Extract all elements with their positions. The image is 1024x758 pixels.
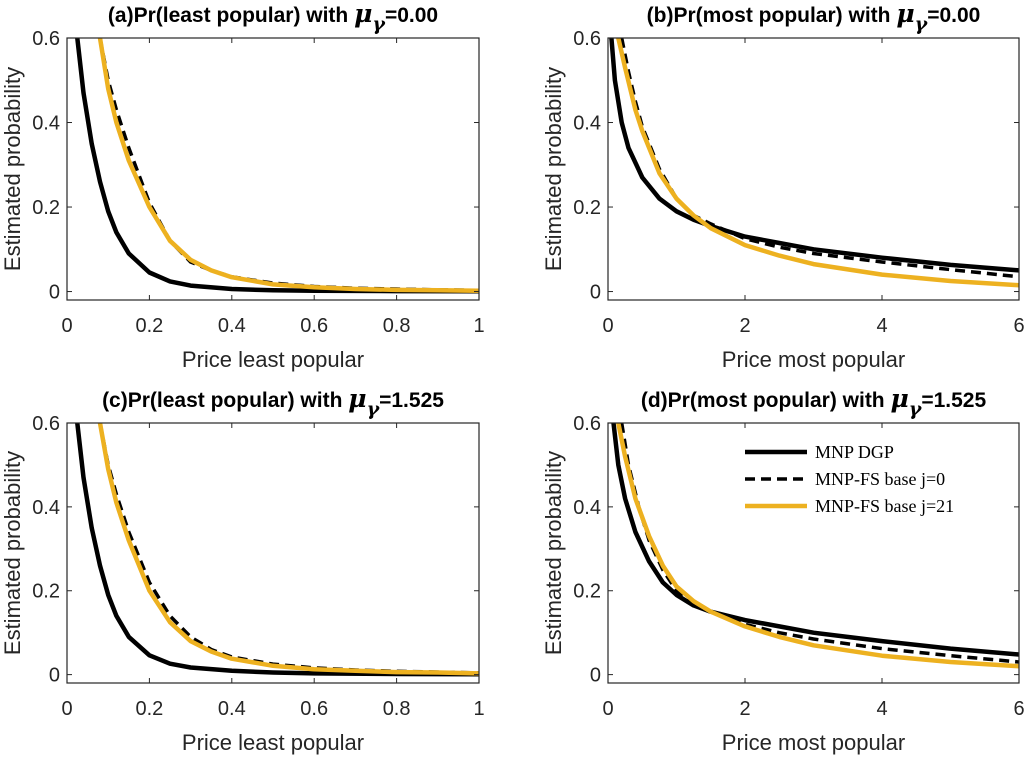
x-tick-label: 4 xyxy=(876,698,887,720)
legend-label-3: MNP-FS base j=21 xyxy=(815,496,954,516)
y-tick-label: 0.6 xyxy=(32,28,60,50)
x-tick-label: 6 xyxy=(1013,698,1024,720)
x-tick-label: 0.8 xyxy=(383,698,411,720)
axes-box xyxy=(66,37,480,301)
axes-box xyxy=(607,37,1020,301)
y-tick-label: 0.2 xyxy=(32,581,60,603)
x-tick-label: 1 xyxy=(473,698,484,720)
panel-2: 0 2 4 6 0 0.2 0.4 0.6 Price most popular Estimate… xyxy=(541,0,1024,372)
series-line-2 xyxy=(98,423,479,675)
x-axis-label: Price least popular xyxy=(182,730,364,755)
series-line-3 xyxy=(616,423,1019,669)
y-tick-label: 0.4 xyxy=(32,113,60,135)
y-tick-label: 0.6 xyxy=(573,413,601,435)
x-tick-label: 0.4 xyxy=(218,315,246,337)
x-tick-label: 6 xyxy=(1013,315,1024,337)
y-tick-label: 0.2 xyxy=(573,581,601,603)
x-tick-label: 0.4 xyxy=(218,698,246,720)
plot-area xyxy=(611,423,1019,669)
x-tick-label: 0.2 xyxy=(135,698,163,720)
x-tick-label: 1 xyxy=(473,315,484,337)
series-line-2 xyxy=(619,38,1019,279)
panel-title: (b)Pr(most popular) with μγ=0.00 xyxy=(647,0,981,35)
x-tick-label: 0 xyxy=(61,698,72,720)
axes-box xyxy=(66,422,480,684)
x-tick-label: 0.2 xyxy=(135,315,163,337)
panel-title: (a)Pr(least popular) with μγ=0.00 xyxy=(108,0,438,35)
x-tick-label: 4 xyxy=(876,315,887,337)
plot-area xyxy=(75,423,479,677)
y-axis-label: Estimated probability xyxy=(541,451,566,655)
series-line-1 xyxy=(609,38,1019,273)
x-tick-label: 2 xyxy=(739,698,750,720)
series-line-1 xyxy=(75,38,479,294)
legend-label-1: MNP DGP xyxy=(815,442,894,462)
plot-area xyxy=(75,38,479,294)
panel-4: 0 2 4 6 0 0.2 0.4 0.6 Price most popular Estimate… xyxy=(541,384,1024,755)
series-line-3 xyxy=(616,38,1019,288)
y-axis-label: Estimated probability xyxy=(541,67,566,271)
plot-area xyxy=(609,38,1019,288)
panel-3: 0 0.2 0.4 0.6 0.8 1 0 0.2 0.4 0.6 Price least popu… xyxy=(0,384,485,755)
x-axis-label: Price least popular xyxy=(182,347,364,372)
legend-label-2: MNP-FS base j=0 xyxy=(815,469,945,489)
y-axis-label: Estimated probability xyxy=(0,451,25,655)
y-tick-label: 0 xyxy=(49,665,60,687)
y-tick-label: 0 xyxy=(49,282,60,304)
x-tick-label: 0 xyxy=(602,315,613,337)
series-line-2 xyxy=(98,38,479,293)
panel-1: 0 0.2 0.4 0.6 0.8 1 0 0.2 0.4 0.6 Price least popu… xyxy=(0,0,485,372)
x-tick-label: 2 xyxy=(739,315,750,337)
series-line-1 xyxy=(75,423,479,677)
y-tick-label: 0.2 xyxy=(32,197,60,219)
x-tick-label: 0 xyxy=(602,698,613,720)
legend: MNP DGP MNP-FS base j=0 MNP-FS base j=21 xyxy=(737,435,1013,525)
x-tick-label: 0.6 xyxy=(300,698,328,720)
x-tick-label: 0.6 xyxy=(300,315,328,337)
series-line-3 xyxy=(97,38,479,293)
y-tick-label: 0 xyxy=(590,282,601,304)
y-tick-label: 0.4 xyxy=(32,497,60,519)
y-tick-label: 0 xyxy=(590,665,601,687)
x-axis-label: Price most popular xyxy=(722,347,905,372)
y-tick-label: 0.4 xyxy=(573,497,601,519)
y-tick-label: 0.6 xyxy=(32,413,60,435)
panel-title: (d)Pr(most popular) with μγ=1.525 xyxy=(641,384,987,420)
y-tick-label: 0.2 xyxy=(573,197,601,219)
x-axis-label: Price most popular xyxy=(722,730,905,755)
y-axis-label: Estimated probability xyxy=(0,67,25,271)
y-tick-label: 0.4 xyxy=(573,113,601,135)
x-tick-label: 0.8 xyxy=(383,315,411,337)
x-tick-label: 0 xyxy=(61,315,72,337)
series-line-3 xyxy=(97,423,479,676)
series-line-1 xyxy=(611,423,1019,657)
panel-title: (c)Pr(least popular) with μγ=1.525 xyxy=(102,384,444,420)
axes-box xyxy=(607,422,1020,684)
y-tick-label: 0.6 xyxy=(573,28,601,50)
